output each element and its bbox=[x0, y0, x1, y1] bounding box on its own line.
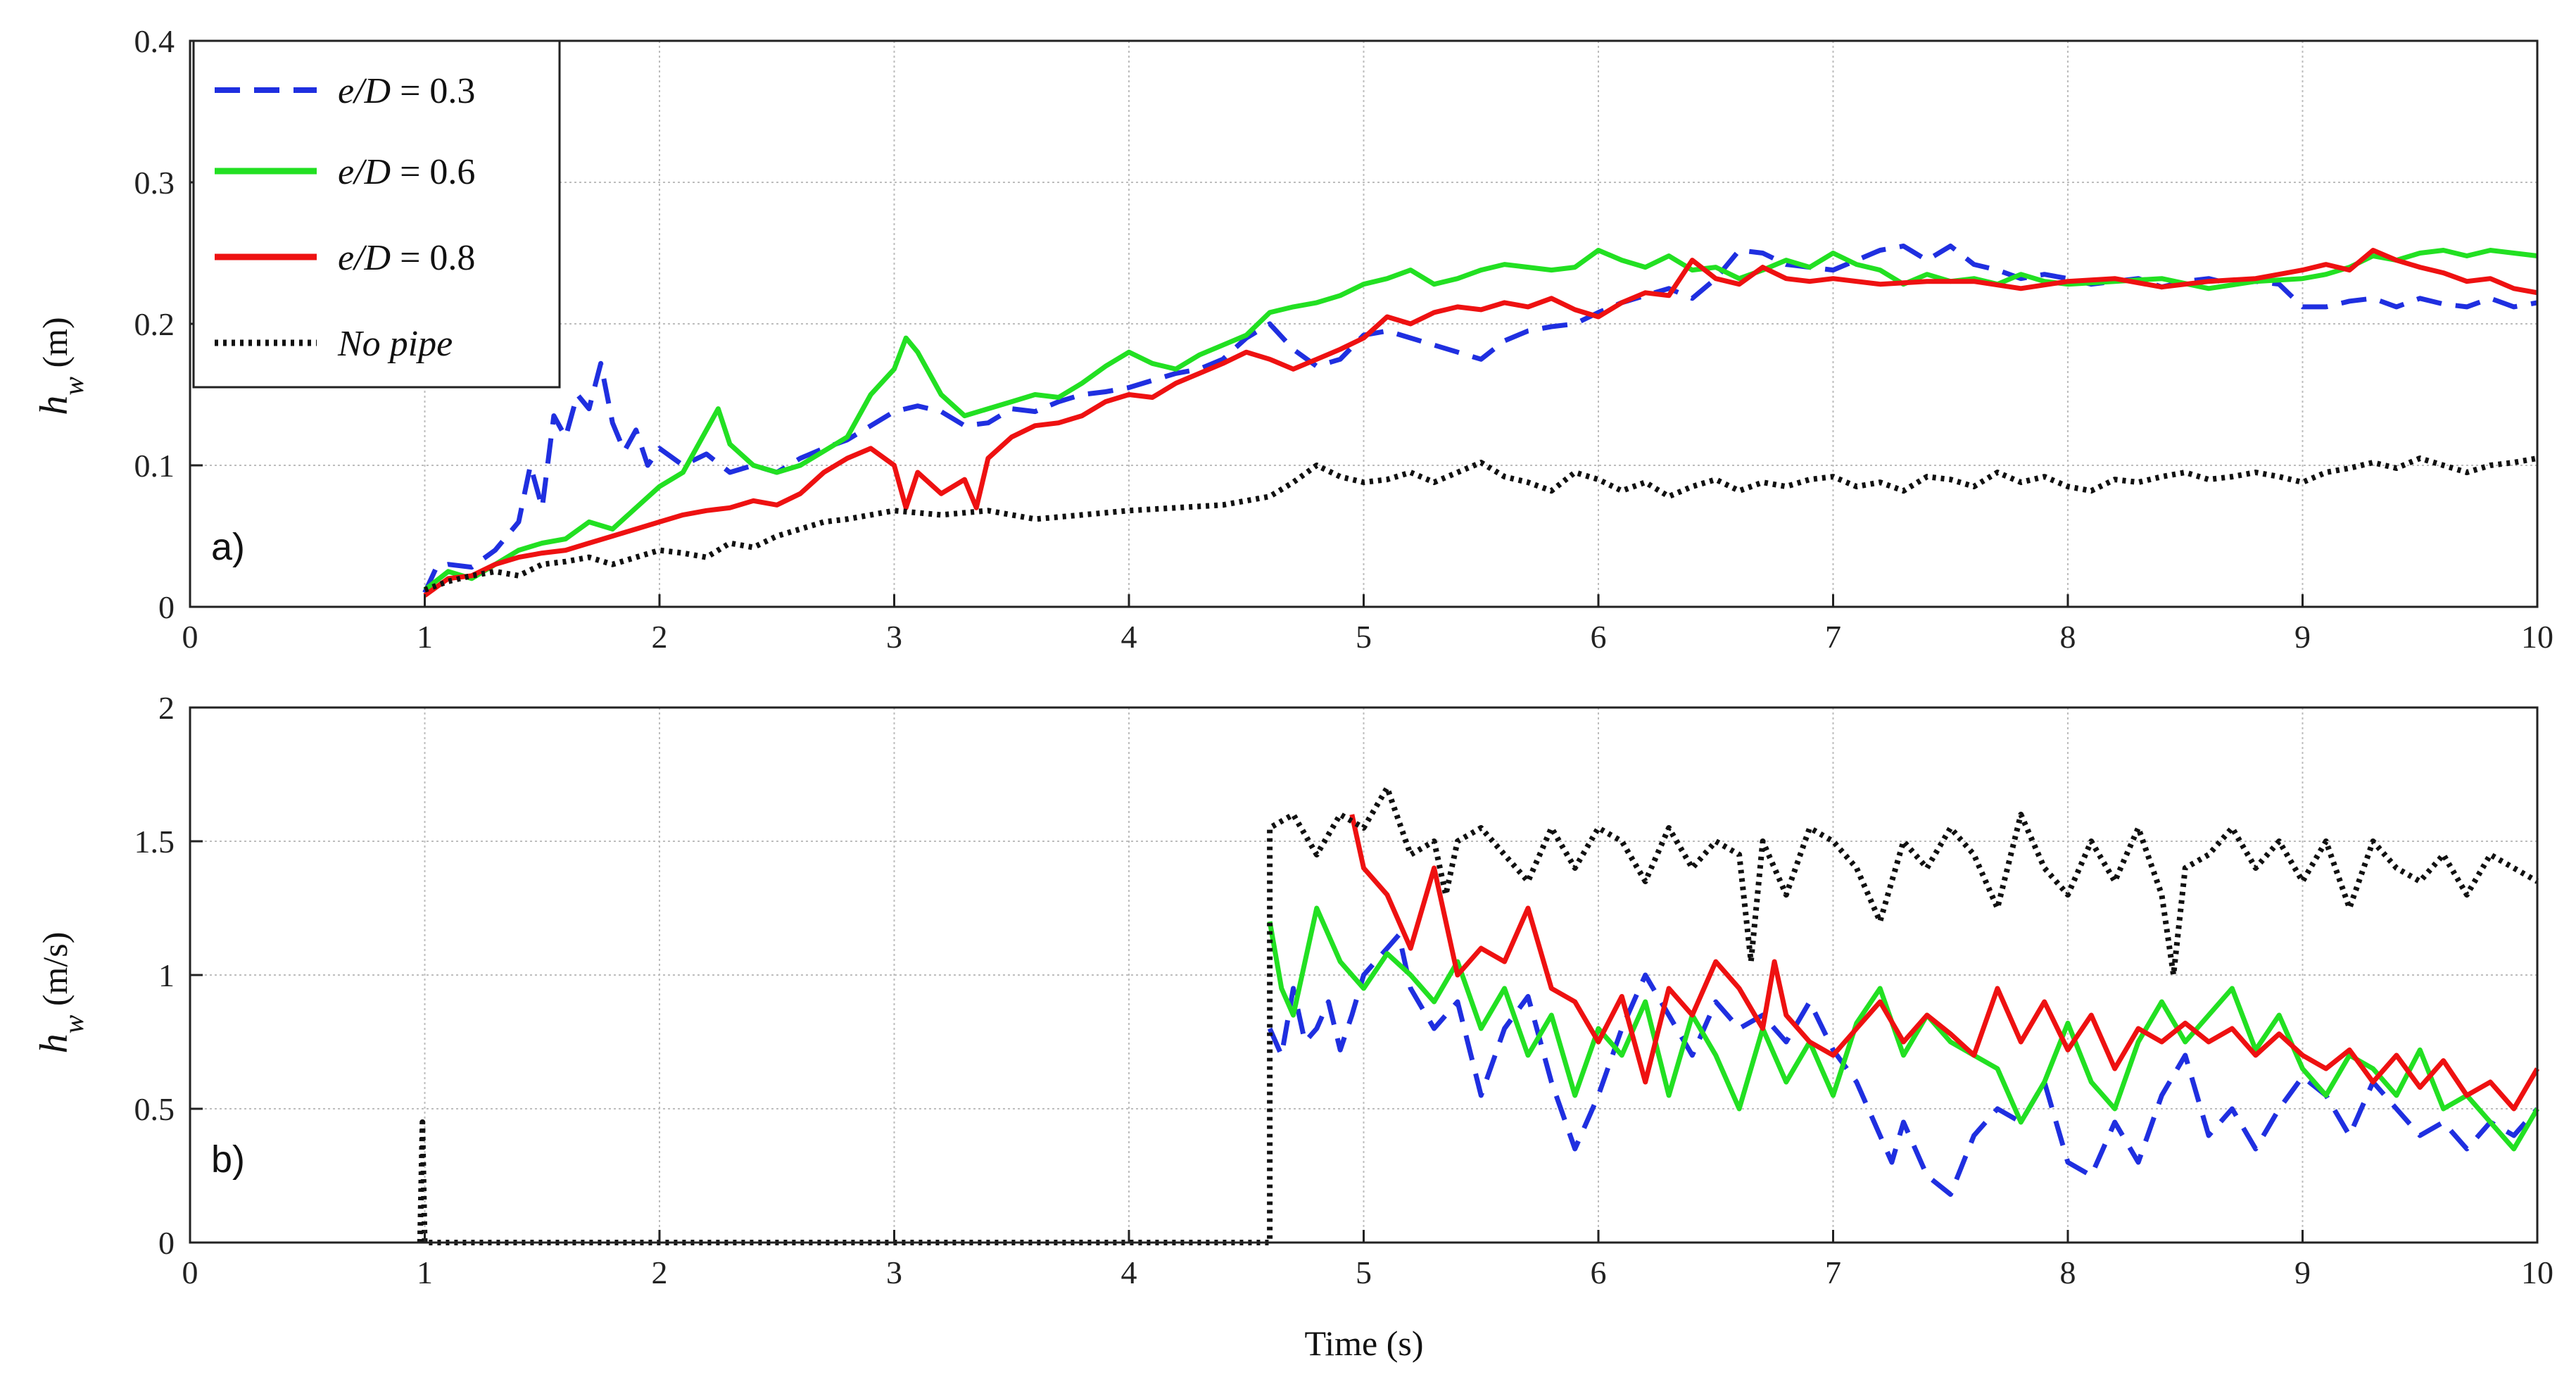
panel-a-ytick-label: 0.3 bbox=[134, 165, 175, 201]
panel-b-ytick-label: 2 bbox=[158, 690, 175, 726]
panel-a-ytick-label: 0.4 bbox=[134, 23, 175, 59]
panel-a-xtick-label: 1 bbox=[417, 619, 433, 655]
panel-b-xtick-label: 4 bbox=[1121, 1255, 1137, 1290]
panel-a-label: a) bbox=[211, 526, 245, 568]
panel-a: 0 1 2 3 4 5 6 7 8 9 10 0 0.1 0.2 0.3 0.4 a) hw (m) e/D … bbox=[32, 23, 2553, 655]
panel-b-ylabel: hw (m/s) bbox=[32, 932, 89, 1054]
panel-b-ylabel-symbol: h bbox=[32, 1033, 76, 1053]
panel-b-ticks: 0 1 2 3 4 5 6 7 8 9 10 0 0.5 1 1.5 2 bbox=[134, 690, 2554, 1290]
legend-label-ed08-italic: e/D bbox=[338, 238, 391, 278]
panel-b-xlabel: Time (s) bbox=[1304, 1323, 1423, 1363]
panel-a-ylabel: hw (m) bbox=[32, 317, 89, 415]
panel-a-ylabel-symbol: h bbox=[32, 396, 76, 415]
legend-label-ed06-italic: e/D bbox=[338, 152, 391, 192]
legend-label-ed08: e/D = 0.8 bbox=[338, 238, 475, 278]
panel-b-xtick-label: 2 bbox=[652, 1255, 668, 1290]
panel-a-ytick-label: 0.1 bbox=[134, 448, 175, 484]
panel-b-xtick-label: 5 bbox=[1356, 1255, 1372, 1290]
legend-box bbox=[192, 39, 561, 389]
panel-b-ylabel-unit: (m/s) bbox=[35, 932, 75, 1015]
panel-a-xtick-label: 10 bbox=[2521, 619, 2553, 655]
panel-b-ytick-label: 0 bbox=[158, 1225, 175, 1261]
legend-label-ed08-value: = 0.8 bbox=[391, 238, 475, 278]
panel-b-series-e-d-0-8 bbox=[1349, 814, 2540, 1112]
panel-b-series bbox=[417, 785, 2540, 1245]
panel-a-xtick-label: 0 bbox=[182, 619, 198, 655]
panel-a-xtick-label: 6 bbox=[1591, 619, 1607, 655]
panel-b-xtick-label: 6 bbox=[1591, 1255, 1607, 1290]
panel-b: 0 1 2 3 4 5 6 7 8 9 10 0 0.5 1 1.5 2 b) hw (m/s) Time (… bbox=[32, 690, 2553, 1363]
panel-a-ylabel-unit: (m) bbox=[35, 317, 75, 377]
legend-label-ed03: e/D = 0.3 bbox=[338, 71, 475, 111]
panel-a-series-e-d-0-6 bbox=[423, 248, 2538, 592]
panel-b-xtick-label: 3 bbox=[886, 1255, 902, 1290]
panel-b-ylabel-subscript: w bbox=[58, 1014, 89, 1033]
panel-b-xtick-label: 1 bbox=[417, 1255, 433, 1290]
panel-b-grid bbox=[190, 708, 2537, 1243]
panel-a-ytick-label: 0 bbox=[158, 589, 175, 625]
legend-label-nopipe: No pipe bbox=[337, 324, 453, 364]
panel-b-xtick-label: 8 bbox=[2060, 1255, 2076, 1290]
legend-label-ed06-value: = 0.6 bbox=[391, 152, 475, 192]
panel-a-xtick-label: 5 bbox=[1356, 619, 1372, 655]
panel-b-ytick-label: 1 bbox=[158, 957, 175, 993]
legend-label-ed06: e/D = 0.6 bbox=[338, 152, 475, 192]
panel-a-xtick-label: 8 bbox=[2060, 619, 2076, 655]
panel-a-xtick-label: 9 bbox=[2294, 619, 2311, 655]
panel-b-xtick-label: 10 bbox=[2521, 1255, 2553, 1290]
panel-a-series-no-pipe bbox=[424, 455, 2538, 593]
panel-a-grid bbox=[190, 41, 2537, 607]
panel-b-ytick-label: 0.5 bbox=[134, 1091, 175, 1127]
panel-a-series bbox=[422, 244, 2538, 598]
panel-a-ytick-label: 0.2 bbox=[134, 306, 175, 342]
legend-label-ed03-value: = 0.3 bbox=[391, 71, 475, 111]
panel-b-ytick-label: 1.5 bbox=[134, 824, 175, 860]
panel-a-ylabel-subscript: w bbox=[58, 377, 89, 396]
panel-a-xtick-label: 7 bbox=[1825, 619, 1841, 655]
panel-b-xtick-label: 0 bbox=[182, 1255, 198, 1290]
panel-a-ticks: 0 1 2 3 4 5 6 7 8 9 10 0 0.1 0.2 0.3 0.4 bbox=[134, 23, 2554, 655]
panel-b-xtick-label: 9 bbox=[2294, 1255, 2311, 1290]
panel-b-xtick-label: 7 bbox=[1825, 1255, 1841, 1290]
panel-a-xtick-label: 3 bbox=[886, 619, 902, 655]
panel-a-series-e-d-0-8 bbox=[423, 248, 2538, 598]
panel-b-label: b) bbox=[211, 1138, 245, 1181]
panel-b-series-e-d-0-3 bbox=[1267, 932, 2539, 1197]
legend-label-nopipe-italic: No pipe bbox=[337, 324, 453, 364]
panel-a-xtick-label: 4 bbox=[1121, 619, 1137, 655]
legend-label-ed03-italic: e/D bbox=[338, 71, 391, 111]
panel-a-xtick-label: 2 bbox=[652, 619, 668, 655]
legend: e/D = 0.3 e/D = 0.6 e/D = 0.8 No pipe bbox=[192, 39, 561, 389]
